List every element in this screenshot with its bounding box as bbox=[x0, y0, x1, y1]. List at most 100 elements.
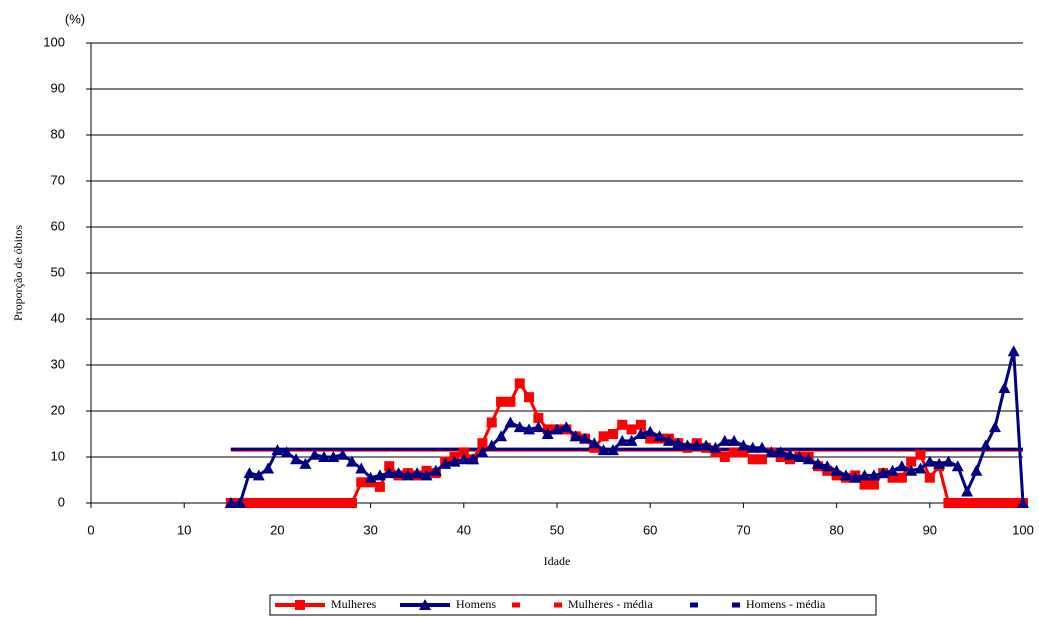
marker bbox=[383, 467, 396, 479]
marker bbox=[429, 464, 442, 476]
marker bbox=[496, 396, 507, 407]
marker bbox=[765, 446, 778, 458]
y-tick-label: 30 bbox=[51, 356, 65, 371]
marker bbox=[1007, 345, 1020, 357]
marker bbox=[532, 421, 545, 433]
marker bbox=[942, 455, 955, 467]
marker bbox=[719, 452, 730, 462]
marker bbox=[569, 430, 582, 442]
marker bbox=[877, 467, 890, 479]
marker bbox=[448, 455, 461, 467]
marker bbox=[281, 498, 292, 508]
marker bbox=[811, 457, 824, 469]
marker bbox=[272, 498, 283, 508]
marker bbox=[979, 439, 992, 451]
marker bbox=[485, 439, 498, 451]
marker bbox=[970, 464, 983, 476]
marker bbox=[291, 498, 302, 508]
marker bbox=[523, 423, 536, 435]
x-tick-label: 60 bbox=[643, 522, 657, 537]
legend-label: Homens bbox=[456, 597, 496, 611]
marker bbox=[718, 434, 731, 446]
marker bbox=[401, 469, 414, 481]
y-tick-label: 10 bbox=[51, 448, 65, 463]
marker bbox=[709, 441, 722, 453]
marker bbox=[1017, 497, 1029, 508]
marker bbox=[839, 469, 852, 481]
marker bbox=[513, 421, 526, 433]
marker bbox=[952, 498, 963, 508]
marker bbox=[597, 444, 610, 456]
marker bbox=[690, 439, 703, 451]
marker bbox=[895, 460, 908, 472]
marker bbox=[560, 421, 573, 433]
marker bbox=[356, 477, 367, 488]
marker bbox=[419, 599, 431, 610]
marker bbox=[327, 451, 340, 462]
marker bbox=[867, 469, 880, 481]
marker bbox=[653, 430, 666, 442]
marker bbox=[830, 464, 843, 476]
y-tick-label: 50 bbox=[51, 264, 65, 279]
marker bbox=[588, 437, 601, 449]
marker bbox=[295, 600, 305, 610]
x-tick-label: 100 bbox=[1012, 522, 1034, 537]
legend-label: Mulheres bbox=[331, 597, 377, 611]
marker bbox=[476, 446, 489, 458]
marker bbox=[336, 448, 349, 460]
marker bbox=[384, 461, 395, 472]
marker bbox=[700, 439, 713, 451]
marker bbox=[319, 498, 329, 508]
marker bbox=[495, 430, 508, 442]
marker bbox=[374, 481, 385, 492]
y-axis-title: Proporção de óbitos bbox=[11, 225, 25, 321]
y-tick-label: 80 bbox=[51, 126, 65, 141]
marker bbox=[514, 378, 525, 389]
marker bbox=[346, 498, 357, 508]
marker bbox=[308, 448, 321, 460]
marker bbox=[737, 439, 750, 451]
marker bbox=[300, 498, 311, 508]
marker bbox=[859, 479, 870, 490]
marker bbox=[551, 423, 563, 435]
marker bbox=[634, 428, 647, 439]
marker bbox=[681, 439, 694, 451]
marker bbox=[943, 498, 954, 508]
marker bbox=[262, 462, 275, 474]
marker bbox=[616, 434, 629, 446]
marker bbox=[607, 429, 618, 439]
marker bbox=[337, 498, 348, 508]
marker bbox=[961, 485, 974, 497]
marker bbox=[868, 479, 879, 490]
marker bbox=[990, 498, 1001, 508]
marker bbox=[234, 497, 247, 508]
legend-label: Homens - média bbox=[746, 597, 826, 611]
marker bbox=[645, 433, 656, 444]
marker bbox=[729, 447, 740, 458]
marker bbox=[606, 444, 619, 456]
marker bbox=[244, 498, 255, 508]
marker bbox=[505, 396, 516, 407]
marker bbox=[905, 464, 918, 476]
marker bbox=[280, 446, 293, 458]
marker bbox=[458, 447, 469, 458]
marker bbox=[886, 464, 899, 476]
x-tick-label: 40 bbox=[457, 522, 471, 537]
marker bbox=[774, 446, 787, 458]
marker bbox=[849, 471, 862, 483]
x-tick-label: 50 bbox=[550, 522, 564, 537]
marker bbox=[598, 431, 609, 442]
marker bbox=[644, 425, 657, 437]
marker bbox=[578, 432, 591, 444]
x-tick-label: 0 bbox=[87, 522, 94, 537]
marker bbox=[747, 454, 758, 465]
marker bbox=[672, 437, 685, 449]
y-tick-label: 100 bbox=[43, 34, 65, 49]
marker bbox=[533, 412, 544, 423]
y-tick-label: 90 bbox=[51, 80, 65, 95]
marker bbox=[626, 424, 637, 435]
marker bbox=[524, 392, 535, 403]
marker bbox=[896, 472, 907, 483]
marker bbox=[392, 467, 405, 479]
